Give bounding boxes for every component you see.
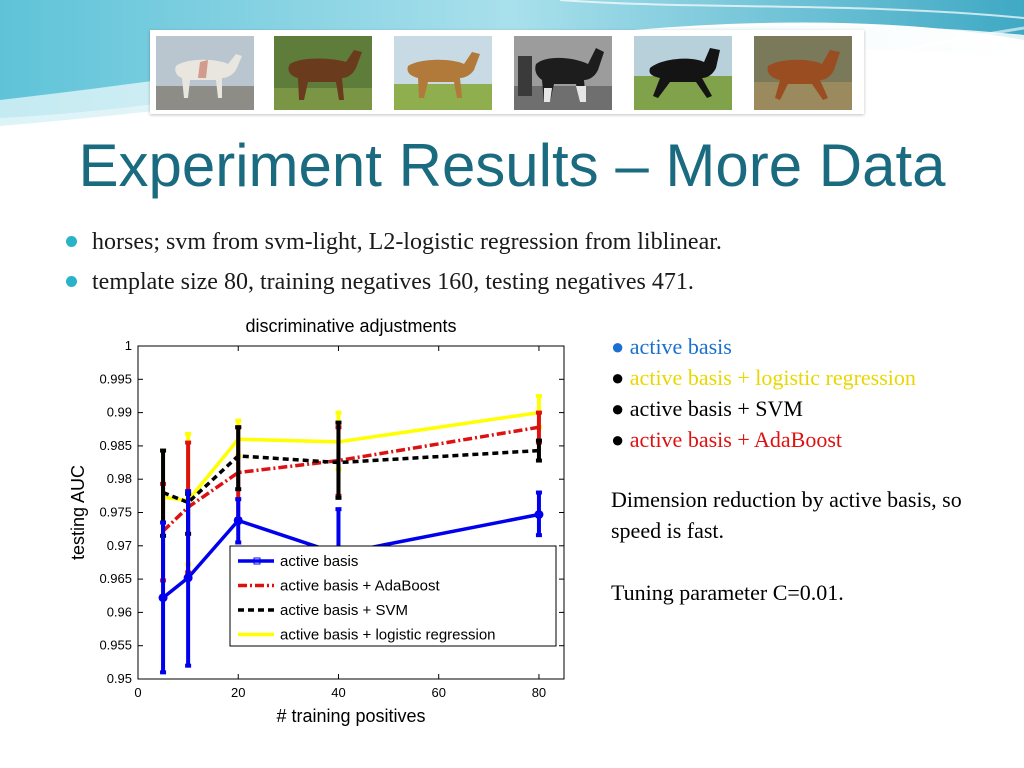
legend-label: active basis + logistic regression — [629, 365, 916, 390]
horse-black-white-bw-image — [514, 36, 612, 110]
chart-legend — [229, 545, 557, 647]
y-tick-label: 0.97 — [107, 538, 132, 553]
data-point — [158, 593, 168, 603]
legend-marker-icon: ● — [611, 427, 625, 452]
x-tick-label: 0 — [134, 685, 141, 700]
bullet-dot-icon — [66, 276, 77, 287]
x-tick-label: 20 — [231, 685, 245, 700]
legend-row-svm: ● active basis + SVM — [611, 393, 1011, 424]
x-tick-label: 60 — [431, 685, 445, 700]
y-tick-label: 0.99 — [107, 405, 132, 420]
horse-black-galloping-image — [634, 36, 732, 110]
bullet-text: template size 80, training negatives 160… — [92, 269, 694, 295]
legend-marker-icon: ● — [611, 334, 625, 359]
data-point — [534, 509, 544, 519]
legend-label: active basis — [629, 334, 732, 359]
legend-row-adaboost: ● active basis + AdaBoost — [611, 424, 1011, 455]
bullet-item: template size 80, training negatives 160… — [62, 262, 1002, 302]
y-axis-label: testing AUC — [68, 465, 88, 560]
x-tick-label: 80 — [532, 685, 546, 700]
legend-entry: active basis + AdaBoost — [280, 578, 441, 595]
y-tick-label: 0.95 — [107, 671, 132, 686]
horse-chestnut-grass-image — [394, 36, 492, 110]
legend-label: active basis + SVM — [629, 396, 803, 421]
horse-image-strip — [150, 30, 864, 114]
x-axis-label: # training positives — [276, 706, 425, 726]
tuning-text: Tuning parameter C=0.01. — [611, 580, 844, 605]
bullet-item: horses; svm from svm-light, L2-logistic … — [62, 222, 1002, 262]
slide-legend: ● active basis ● active basis + logistic… — [611, 331, 1011, 455]
y-tick-label: 0.975 — [99, 505, 132, 520]
legend-entry: active basis + SVM — [280, 602, 408, 619]
legend-label: active basis + AdaBoost — [629, 427, 843, 452]
bullet-list: horses; svm from svm-light, L2-logistic … — [62, 222, 1002, 302]
description-text: Dimension reduction by active basis, so … — [611, 487, 962, 543]
legend-entry: active basis — [280, 553, 358, 570]
series-line — [161, 425, 540, 533]
y-tick-label: 0.965 — [99, 571, 132, 586]
data-point — [233, 515, 243, 525]
chart-title: discriminative adjustments — [245, 316, 456, 336]
y-tick-label: 1 — [125, 338, 132, 353]
slide-title: Experiment Results – More Data — [78, 132, 946, 199]
auc-chart-svg: 0 20 40 60 80 0.95 0.955 0.96 0.965 0.97 0.975 0.98… — [68, 316, 565, 726]
y-tick-label: 0.995 — [99, 371, 132, 386]
legend-marker-icon: ● — [611, 365, 625, 390]
bullet-dot-icon — [66, 236, 77, 247]
legend-entry: active basis + logistic regression — [280, 627, 496, 644]
legend-row-logistic: ● active basis + logistic regression — [611, 362, 1011, 393]
y-tick-label: 0.98 — [107, 471, 132, 486]
legend-row-active-basis: ● active basis — [611, 331, 1011, 362]
data-point — [183, 573, 193, 583]
bullet-text: horses; svm from svm-light, L2-logistic … — [92, 229, 722, 255]
legend-marker-icon: ● — [611, 396, 625, 421]
auc-chart: 0 20 40 60 80 0.95 0.955 0.96 0.965 0.97 0.975 0.98… — [60, 310, 606, 728]
x-tick-label: 40 — [331, 685, 345, 700]
horse-white-statue-image — [156, 36, 254, 110]
legend-marker — [253, 557, 261, 565]
y-tick-label: 0.985 — [99, 438, 132, 453]
y-tick-label: 0.955 — [99, 638, 132, 653]
series-line — [162, 448, 540, 505]
horse-brown-field-image — [274, 36, 372, 110]
y-tick-label: 0.96 — [107, 604, 132, 619]
horse-chestnut-trotting-image — [754, 36, 852, 110]
